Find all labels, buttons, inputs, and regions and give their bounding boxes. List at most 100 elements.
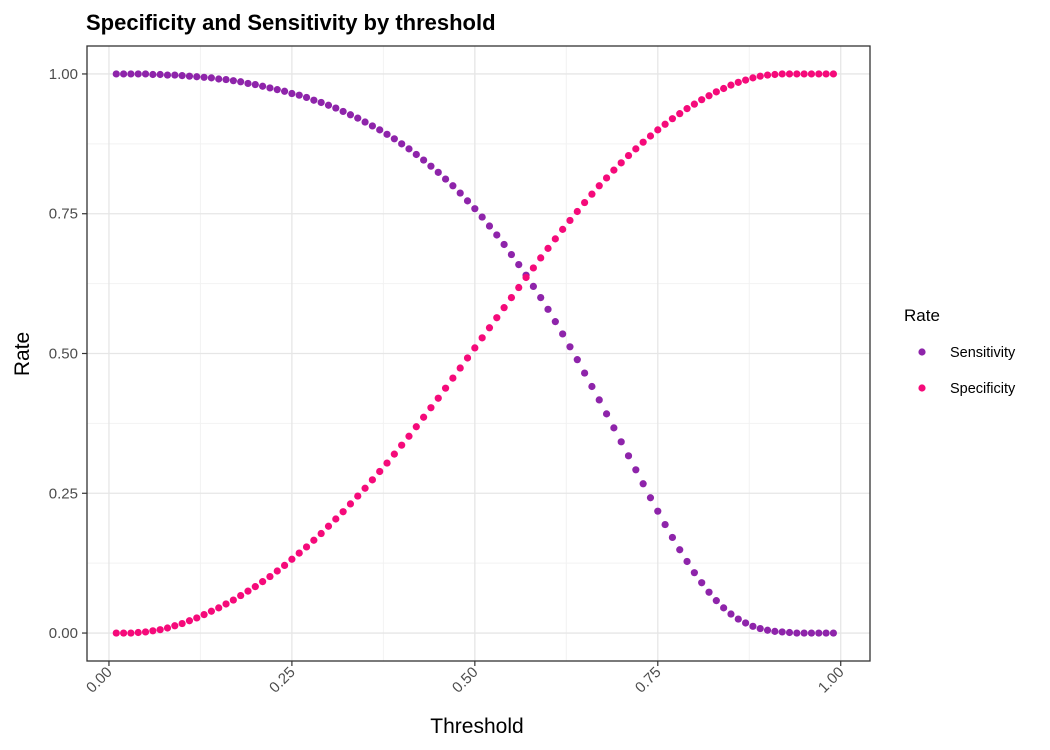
point-sensitivity bbox=[229, 77, 237, 85]
point-specificity bbox=[485, 324, 494, 332]
point-sensitivity bbox=[602, 410, 611, 418]
point-specificity bbox=[449, 374, 457, 382]
point-sensitivity bbox=[237, 78, 245, 86]
point-sensitivity bbox=[815, 629, 823, 637]
point-specificity bbox=[456, 364, 464, 372]
point-sensitivity bbox=[193, 73, 201, 81]
point-specificity bbox=[588, 190, 596, 198]
points-layer bbox=[112, 70, 838, 637]
point-sensitivity bbox=[632, 466, 640, 474]
point-specificity bbox=[515, 283, 523, 292]
point-specificity bbox=[624, 151, 633, 160]
point-specificity bbox=[288, 555, 296, 563]
point-specificity bbox=[668, 115, 677, 123]
point-sensitivity bbox=[383, 130, 391, 138]
point-sensitivity bbox=[119, 70, 128, 78]
x-tick-label: 0.25 bbox=[266, 664, 299, 697]
point-specificity bbox=[266, 572, 274, 581]
point-sensitivity bbox=[624, 452, 633, 460]
x-tick-label: 0.00 bbox=[83, 664, 116, 697]
point-sensitivity bbox=[405, 145, 413, 153]
point-sensitivity bbox=[324, 101, 333, 109]
point-sensitivity bbox=[178, 72, 186, 80]
point-sensitivity bbox=[785, 628, 794, 637]
point-sensitivity bbox=[134, 70, 142, 78]
y-axis-label: Rate bbox=[11, 332, 34, 376]
point-sensitivity bbox=[639, 480, 647, 488]
point-specificity bbox=[420, 413, 428, 421]
point-specificity bbox=[185, 617, 194, 625]
point-specificity bbox=[163, 624, 172, 632]
point-specificity bbox=[771, 70, 779, 79]
point-sensitivity bbox=[376, 126, 384, 134]
point-sensitivity bbox=[741, 619, 750, 627]
point-sensitivity bbox=[778, 628, 786, 636]
point-specificity bbox=[507, 293, 516, 302]
point-specificity bbox=[280, 561, 289, 569]
point-sensitivity bbox=[463, 197, 472, 205]
point-sensitivity bbox=[573, 356, 581, 364]
point-specificity bbox=[310, 536, 318, 544]
point-specificity bbox=[741, 76, 750, 84]
point-specificity bbox=[566, 216, 574, 225]
point-sensitivity bbox=[537, 293, 545, 302]
point-specificity bbox=[390, 450, 398, 458]
series-specificity bbox=[112, 70, 838, 637]
point-sensitivity bbox=[500, 240, 508, 249]
point-specificity bbox=[215, 604, 223, 612]
point-specificity bbox=[639, 138, 647, 146]
point-specificity bbox=[778, 70, 786, 78]
point-sensitivity bbox=[720, 604, 728, 612]
point-sensitivity bbox=[317, 98, 325, 107]
point-specificity bbox=[529, 264, 537, 272]
axes-layer: 0.00 0.25 0.50 0.75 1.00 0.00 0.25 0.50 0.75 1.00 bbox=[49, 66, 848, 697]
point-specificity bbox=[654, 126, 662, 134]
point-specificity bbox=[434, 394, 442, 402]
point-sensitivity bbox=[800, 629, 808, 637]
point-specificity bbox=[339, 508, 347, 516]
point-specificity bbox=[251, 583, 259, 591]
point-specificity bbox=[237, 591, 245, 600]
point-sensitivity bbox=[544, 305, 552, 313]
point-sensitivity bbox=[829, 629, 838, 637]
point-specificity bbox=[229, 596, 237, 604]
point-sensitivity bbox=[244, 79, 252, 88]
point-sensitivity bbox=[676, 546, 684, 554]
point-sensitivity bbox=[310, 96, 318, 104]
point-sensitivity bbox=[456, 189, 464, 197]
y-tick-label: 1.00 bbox=[49, 66, 78, 83]
point-sensitivity bbox=[361, 118, 369, 126]
point-sensitivity bbox=[771, 627, 779, 635]
point-specificity bbox=[690, 100, 698, 108]
x-tick-label: 0.75 bbox=[632, 664, 665, 697]
point-sensitivity bbox=[251, 80, 259, 89]
point-sensitivity bbox=[420, 156, 428, 164]
point-specificity bbox=[376, 467, 384, 476]
point-specificity bbox=[763, 71, 772, 79]
point-sensitivity bbox=[507, 250, 516, 259]
point-specificity bbox=[537, 254, 545, 262]
point-sensitivity bbox=[529, 282, 537, 291]
point-sensitivity bbox=[668, 533, 677, 542]
point-sensitivity bbox=[354, 114, 362, 122]
point-sensitivity bbox=[332, 104, 340, 112]
point-sensitivity bbox=[222, 75, 230, 84]
point-sensitivity bbox=[588, 382, 596, 391]
point-specificity bbox=[149, 627, 157, 635]
point-sensitivity bbox=[727, 610, 735, 618]
point-sensitivity bbox=[339, 107, 347, 116]
point-specificity bbox=[207, 607, 216, 615]
point-sensitivity bbox=[595, 396, 603, 404]
point-sensitivity bbox=[449, 182, 457, 190]
series-sensitivity bbox=[112, 70, 838, 637]
point-sensitivity bbox=[617, 438, 625, 446]
point-specificity bbox=[156, 626, 164, 634]
x-axis-label: Threshold bbox=[430, 715, 523, 738]
point-specificity bbox=[559, 225, 567, 233]
point-specificity bbox=[383, 459, 391, 467]
point-sensitivity bbox=[734, 615, 742, 623]
point-sensitivity bbox=[141, 70, 150, 78]
point-sensitivity bbox=[398, 140, 406, 148]
legend-label-sensitivity: Sensitivity bbox=[950, 345, 1016, 361]
